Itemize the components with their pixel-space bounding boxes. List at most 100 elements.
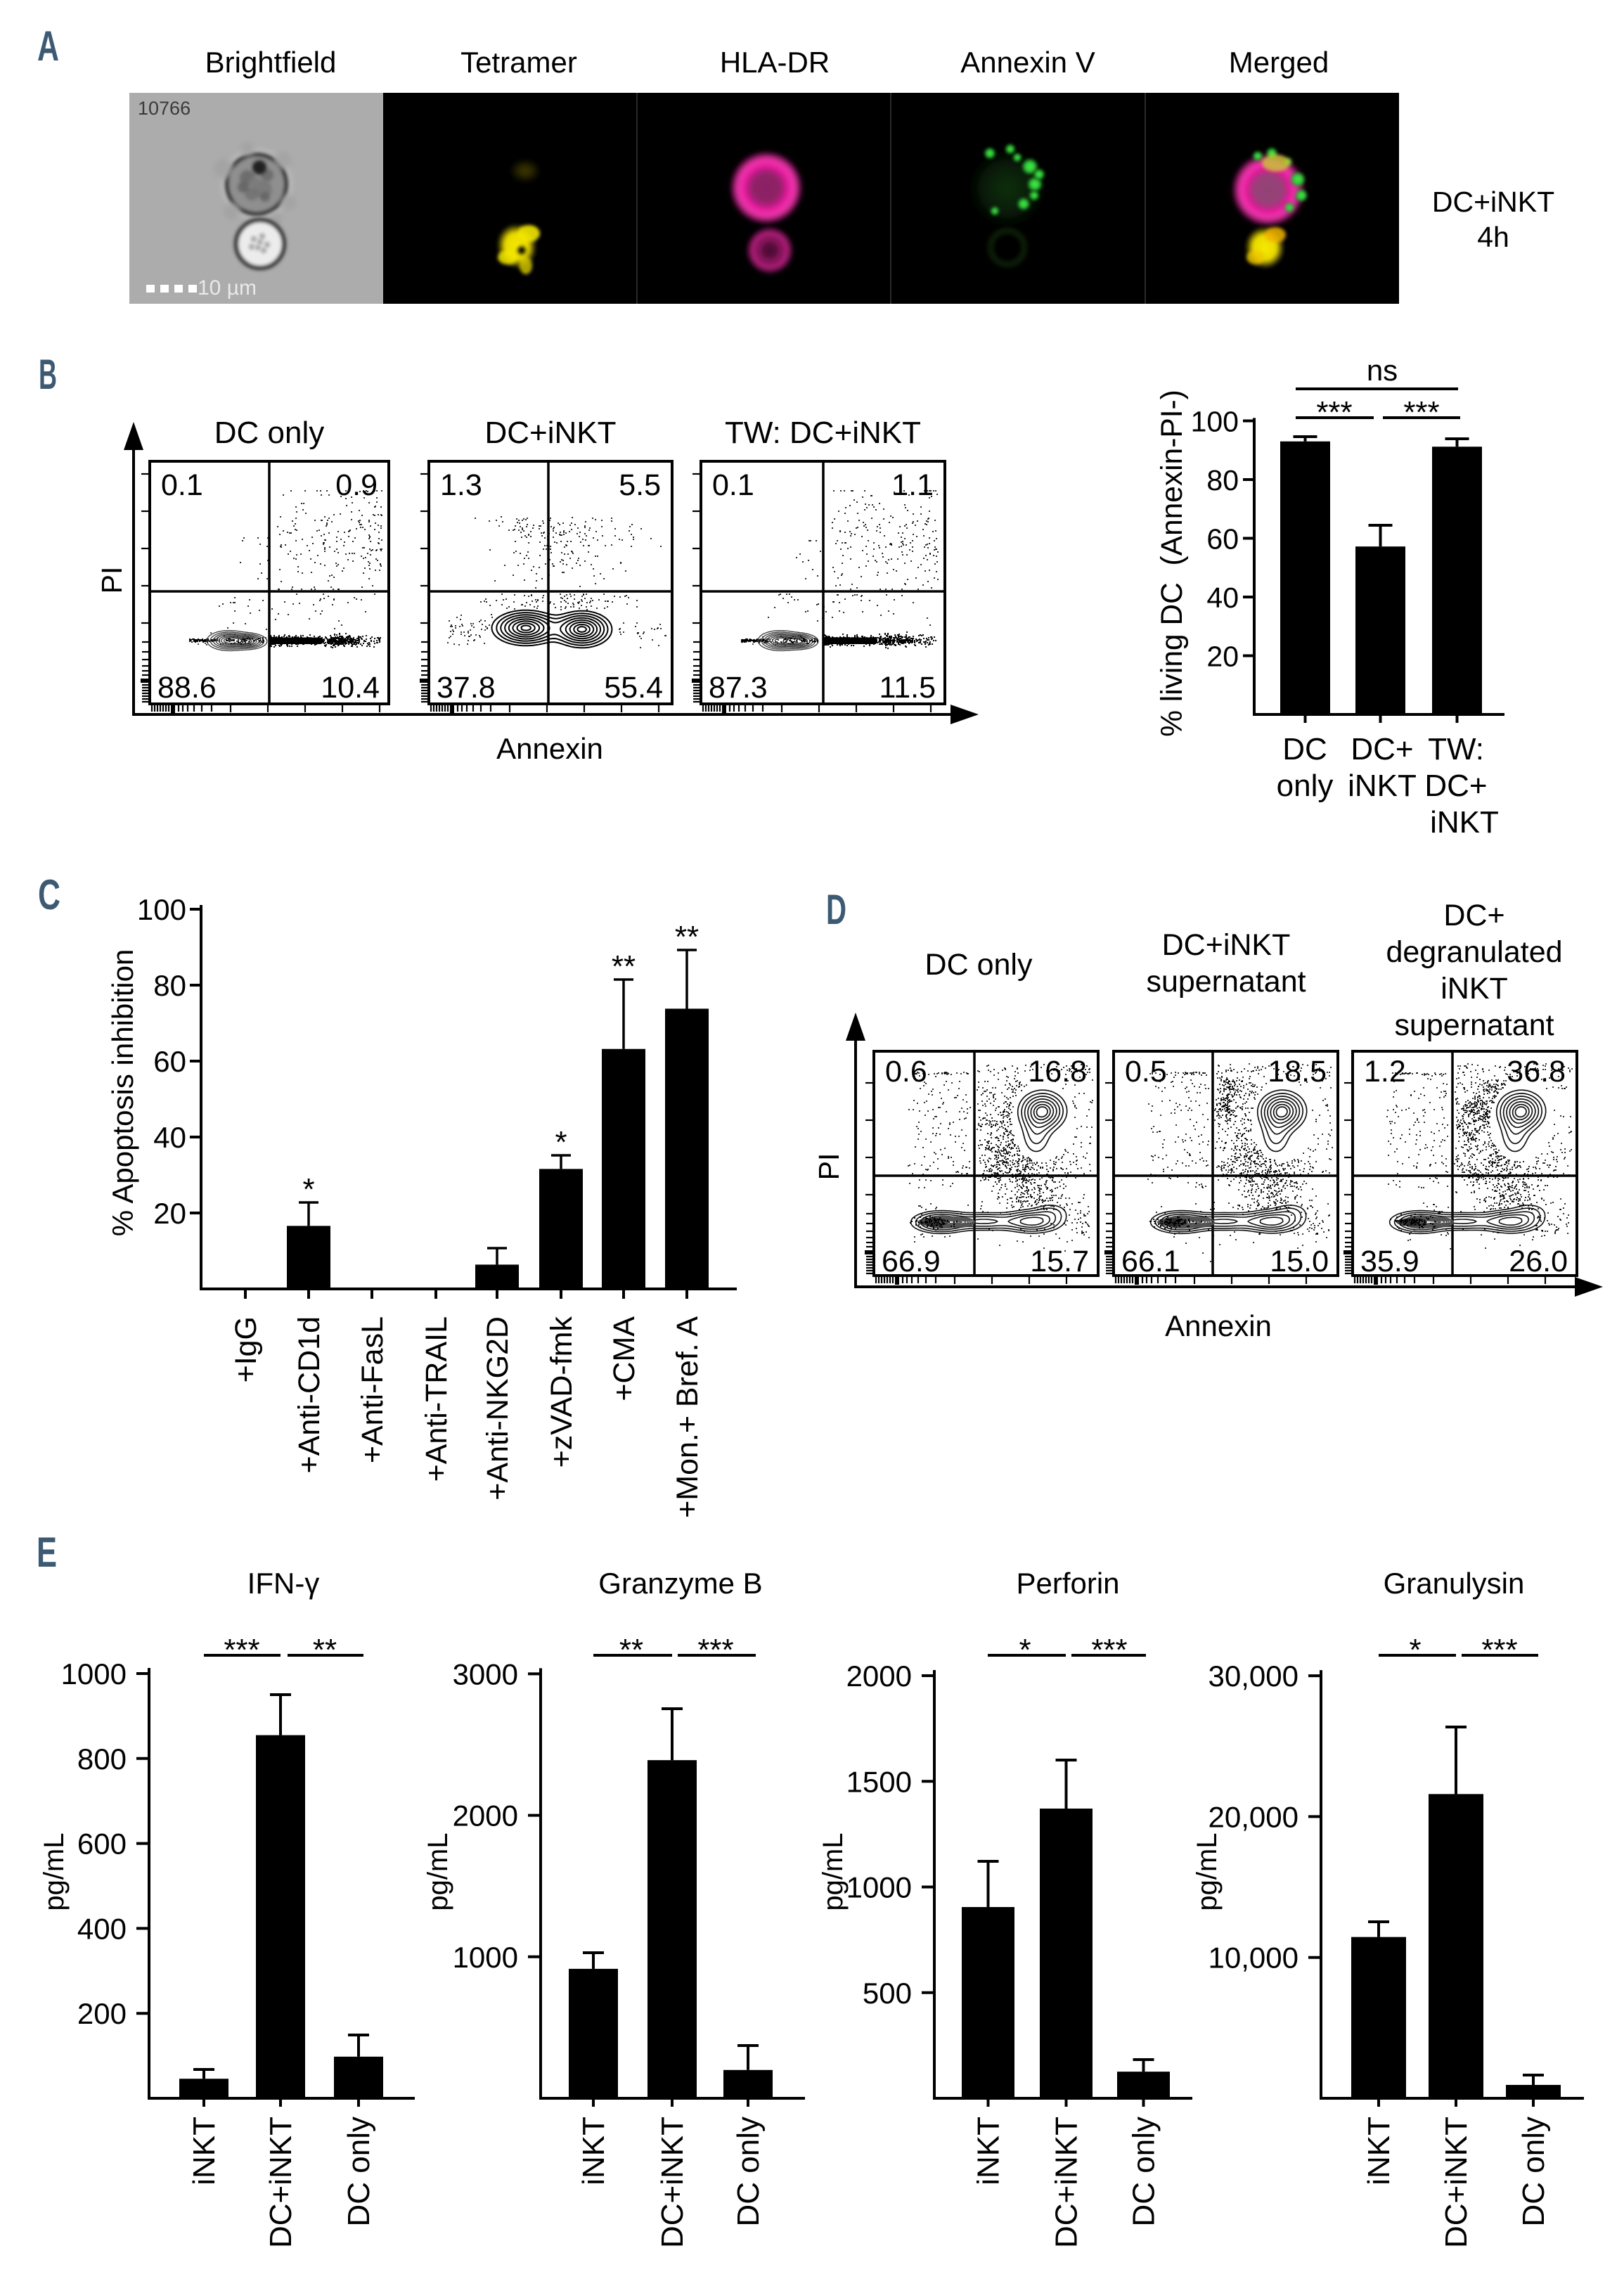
- svg-text:DC only: DC only: [1127, 2117, 1161, 2227]
- svg-text:% living DC (Annexin-PI-): % living DC (Annexin-PI-): [1156, 390, 1189, 737]
- svg-text:Perforin: Perforin: [1016, 1567, 1119, 1600]
- svg-text:2000: 2000: [453, 1799, 518, 1832]
- svg-text:Annexin V: Annexin V: [960, 46, 1095, 79]
- svg-text:26.0: 26.0: [1509, 1245, 1568, 1278]
- svg-text:20,000: 20,000: [1209, 1800, 1298, 1833]
- svg-text:degranulated: degranulated: [1386, 935, 1562, 969]
- svg-text:**: **: [619, 1633, 643, 1667]
- svg-text:E: E: [37, 1529, 57, 1576]
- svg-text:*: *: [302, 1172, 314, 1207]
- svg-text:15.0: 15.0: [1270, 1245, 1329, 1278]
- svg-text:500: 500: [863, 1977, 912, 2010]
- svg-text:80: 80: [153, 969, 186, 1002]
- svg-text:60: 60: [153, 1045, 186, 1078]
- svg-text:PI: PI: [813, 1153, 845, 1181]
- svg-text:HLA-DR: HLA-DR: [720, 46, 830, 79]
- svg-text:supernatant: supernatant: [1146, 965, 1306, 999]
- svg-text:***: ***: [697, 1633, 733, 1667]
- svg-text:IFN-γ: IFN-γ: [247, 1567, 320, 1600]
- svg-text:600: 600: [77, 1828, 127, 1861]
- svg-text:DC+iNKT: DC+iNKT: [1432, 186, 1554, 218]
- svg-text:iNKT: iNKT: [1362, 2117, 1396, 2185]
- svg-text:iNKT: iNKT: [187, 2117, 221, 2185]
- svg-text:% Apoptosis inhibition: % Apoptosis inhibition: [106, 949, 139, 1237]
- svg-text:20: 20: [1206, 641, 1239, 673]
- svg-text:iNKT: iNKT: [1430, 805, 1499, 840]
- svg-text:supernatant: supernatant: [1394, 1008, 1554, 1042]
- svg-text:ns: ns: [1367, 354, 1398, 387]
- svg-text:*: *: [1409, 1633, 1421, 1667]
- svg-text:DC+iNKT: DC+iNKT: [1162, 928, 1291, 962]
- svg-text:+Anti-FasL: +Anti-FasL: [356, 1316, 389, 1463]
- svg-text:60: 60: [1206, 523, 1239, 556]
- svg-text:40: 40: [1206, 582, 1239, 614]
- svg-text:+Anti-TRAIL: +Anti-TRAIL: [420, 1316, 453, 1482]
- svg-text:**: **: [313, 1633, 337, 1667]
- svg-text:DC+: DC+: [1351, 732, 1413, 766]
- svg-text:200: 200: [77, 1997, 127, 2030]
- svg-text:11.5: 11.5: [879, 671, 936, 705]
- svg-text:37.8: 37.8: [437, 671, 496, 705]
- svg-text:1000: 1000: [453, 1941, 518, 1974]
- svg-text:+Anti-NKG2D: +Anti-NKG2D: [481, 1316, 515, 1501]
- svg-text:1000: 1000: [846, 1871, 912, 1904]
- svg-text:0.6: 0.6: [885, 1055, 927, 1089]
- svg-text:iNKT: iNKT: [576, 2117, 611, 2185]
- svg-text:DC+: DC+: [1443, 899, 1504, 932]
- svg-text:+IgG: +IgG: [229, 1316, 263, 1382]
- svg-text:*: *: [555, 1125, 567, 1160]
- svg-text:DC only: DC only: [1516, 2117, 1551, 2227]
- svg-text:35.9: 35.9: [1360, 1245, 1419, 1278]
- svg-text:*: *: [1019, 1633, 1031, 1667]
- svg-text:Granulysin: Granulysin: [1384, 1567, 1525, 1600]
- svg-text:10,000: 10,000: [1209, 1941, 1298, 1975]
- svg-text:pg/mL: pg/mL: [39, 1832, 70, 1911]
- svg-text:DC only: DC only: [214, 416, 325, 450]
- svg-text:0.1: 0.1: [161, 468, 203, 502]
- svg-text:DC only: DC only: [925, 948, 1033, 982]
- svg-text:DC+: DC+: [1424, 769, 1487, 803]
- svg-text:800: 800: [77, 1742, 127, 1776]
- svg-text:iNKT: iNKT: [1441, 972, 1508, 1006]
- svg-text:Brightfield: Brightfield: [205, 46, 337, 79]
- svg-text:0.1: 0.1: [712, 468, 754, 502]
- svg-text:0.9: 0.9: [335, 468, 378, 502]
- svg-text:100: 100: [137, 893, 186, 926]
- svg-text:pg/mL: pg/mL: [818, 1832, 849, 1911]
- svg-text:***: ***: [224, 1633, 259, 1667]
- svg-text:80: 80: [1206, 464, 1239, 496]
- svg-text:B: B: [39, 351, 57, 398]
- svg-text:66.1: 66.1: [1121, 1245, 1180, 1278]
- svg-text:only: only: [1277, 769, 1334, 803]
- svg-text:10766: 10766: [138, 98, 191, 119]
- svg-text:10.4: 10.4: [321, 671, 380, 705]
- svg-text:DC+iNKT: DC+iNKT: [1439, 2117, 1474, 2248]
- svg-text:DC+iNKT: DC+iNKT: [484, 416, 616, 450]
- svg-text:+CMA: +CMA: [607, 1316, 641, 1401]
- svg-text:TW: DC+iNKT: TW: DC+iNKT: [725, 416, 921, 450]
- svg-text:Annexin: Annexin: [496, 732, 603, 765]
- svg-text:pg/mL: pg/mL: [1192, 1832, 1223, 1911]
- svg-text:40: 40: [153, 1121, 186, 1154]
- svg-text:TW:: TW:: [1428, 732, 1484, 766]
- svg-text:Annexin: Annexin: [1165, 1309, 1272, 1342]
- svg-text:pg/mL: pg/mL: [423, 1832, 453, 1911]
- svg-text:20: 20: [153, 1197, 186, 1230]
- svg-text:1.2: 1.2: [1364, 1055, 1406, 1089]
- svg-text:+zVAD-fmk: +zVAD-fmk: [545, 1316, 579, 1468]
- svg-text:***: ***: [1316, 395, 1352, 430]
- svg-text:***: ***: [1481, 1633, 1517, 1667]
- svg-text:iNKT: iNKT: [1348, 769, 1417, 803]
- svg-text:Granzyme B: Granzyme B: [598, 1567, 762, 1600]
- svg-text:30,000: 30,000: [1209, 1660, 1298, 1693]
- svg-text:4h: 4h: [1477, 221, 1509, 253]
- svg-text:2000: 2000: [846, 1660, 912, 1693]
- svg-text:DC+iNKT: DC+iNKT: [264, 2117, 298, 2248]
- svg-text:Tetramer: Tetramer: [460, 46, 577, 79]
- svg-text:DC only: DC only: [342, 2117, 376, 2227]
- svg-text:***: ***: [1091, 1633, 1127, 1667]
- svg-text:Merged: Merged: [1229, 46, 1329, 79]
- svg-text:16.8: 16.8: [1028, 1055, 1087, 1089]
- svg-text:iNKT: iNKT: [972, 2117, 1006, 2185]
- svg-text:DC+iNKT: DC+iNKT: [1050, 2117, 1084, 2248]
